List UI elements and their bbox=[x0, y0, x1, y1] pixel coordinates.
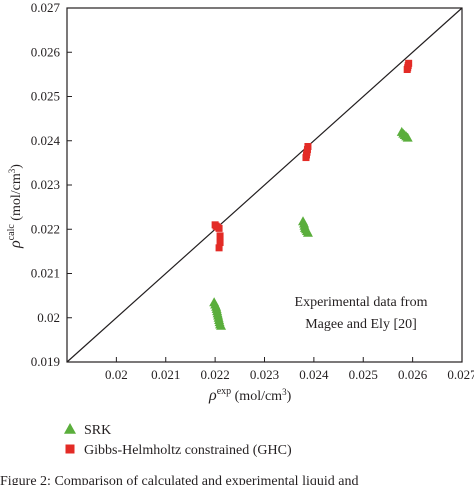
x-tick-label: 0.026 bbox=[398, 367, 428, 382]
srk-point bbox=[216, 320, 227, 330]
figure-caption: Figure 2: Comparison of calculated and e… bbox=[0, 474, 359, 485]
x-tick-label: 0.025 bbox=[349, 367, 378, 382]
series-srk bbox=[209, 126, 413, 330]
series-ghc bbox=[211, 59, 413, 252]
y-tick-label: 0.025 bbox=[31, 89, 60, 104]
x-axis-title-sup: exp bbox=[217, 386, 231, 397]
legend-marker-srk bbox=[64, 423, 76, 434]
ghc-point bbox=[216, 232, 224, 240]
y-tick-label: 0.024 bbox=[31, 133, 61, 148]
reference-line bbox=[66, 7, 463, 363]
x-tick-label: 0.027 bbox=[447, 367, 474, 382]
legend-marker-ghc bbox=[65, 444, 75, 454]
legend-label: Gibbs-Helmholtz constrained (GHC) bbox=[84, 443, 292, 458]
ghc-point bbox=[215, 224, 223, 232]
x-tick-label: 0.022 bbox=[201, 367, 230, 382]
annotation-line: Experimental data from bbox=[295, 295, 428, 310]
x-axis-title-unit: (mol/cm bbox=[231, 389, 282, 404]
ghc-point bbox=[403, 66, 411, 74]
y-axis-title-symbol: ρ bbox=[7, 240, 24, 249]
x-tick-label: 0.023 bbox=[250, 367, 279, 382]
x-axis-title: ρexp (mol/cm3) bbox=[208, 386, 292, 404]
y-tick-label: 0.023 bbox=[31, 177, 60, 192]
y-tick-label: 0.02 bbox=[37, 310, 60, 325]
y-axis-title-unit-end: ) bbox=[9, 164, 24, 169]
annotation-line: Magee and Ely [20] bbox=[305, 317, 417, 332]
ghc-point bbox=[215, 244, 223, 252]
x-axis-title-symbol: ρ bbox=[208, 387, 217, 404]
x-axis-title-unit-sup: 3 bbox=[282, 387, 287, 397]
y-tick-label: 0.019 bbox=[31, 354, 60, 369]
x-tick-label: 0.02 bbox=[105, 367, 128, 382]
y-tick-label: 0.027 bbox=[31, 0, 61, 15]
srk-point bbox=[302, 227, 313, 237]
plot-area: 0.02 0.021 0.022 0.023 0.024 0.025 0.026 0.027 0… bbox=[31, 0, 474, 382]
ghc-point bbox=[216, 239, 224, 247]
y-tick-label: 0.021 bbox=[31, 266, 60, 281]
x-axis-title-unit-end: ) bbox=[287, 389, 292, 404]
y-axis-title-unit: (mol/cm bbox=[9, 173, 24, 224]
srk-point bbox=[402, 132, 413, 142]
y-axis-title-unit-sup: 3 bbox=[7, 168, 17, 173]
x-tick-label: 0.024 bbox=[299, 367, 329, 382]
y-tick-label: 0.022 bbox=[31, 221, 60, 236]
y-axis-title: ρcalc (mol/cm3) bbox=[6, 164, 24, 249]
y-tick-label: 0.026 bbox=[31, 44, 61, 59]
legend-label: SRK bbox=[84, 423, 111, 438]
y-axis-title-sup: calc bbox=[6, 224, 17, 241]
legend: SRK Gibbs-Helmholtz constrained (GHC) bbox=[64, 423, 292, 458]
x-tick-label: 0.021 bbox=[151, 367, 180, 382]
ghc-point bbox=[302, 154, 310, 162]
